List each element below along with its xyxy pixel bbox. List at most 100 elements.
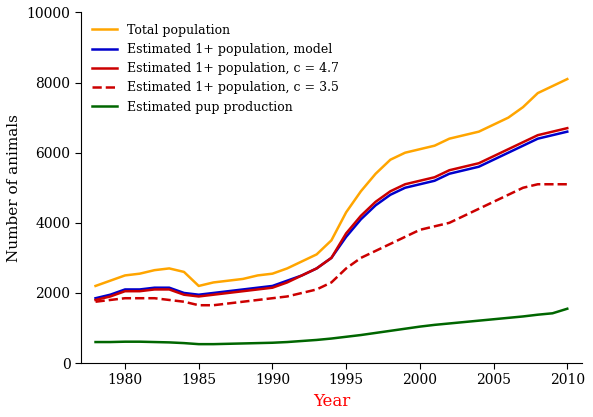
Total population [358, 189, 365, 194]
Estimated 1+ population, c = 3.5 [107, 297, 114, 302]
X-axis label: Year: Year [313, 393, 350, 410]
Estimated pup production [490, 317, 497, 322]
Estimated 1+ population, c = 3.5 [122, 296, 129, 301]
Estimated 1+ population, c = 4.7 [240, 289, 247, 294]
Estimated 1+ population, c = 3.5 [210, 303, 217, 308]
Estimated 1+ population, c = 4.7 [136, 289, 144, 294]
Estimated 1+ population, c = 3.5 [136, 296, 144, 301]
Estimated 1+ population, c = 4.7 [461, 164, 468, 169]
Total population [475, 129, 482, 134]
Total population [269, 271, 276, 276]
Total population [549, 83, 556, 88]
Estimated 1+ population, model [534, 136, 541, 141]
Total population [240, 276, 247, 281]
Total population [446, 136, 453, 141]
Estimated 1+ population, model [446, 171, 453, 176]
Estimated 1+ population, model [431, 178, 438, 183]
Estimated 1+ population, c = 3.5 [195, 303, 202, 308]
Estimated 1+ population, model [107, 292, 114, 297]
Total population [210, 280, 217, 285]
Total population [107, 278, 114, 283]
Estimated 1+ population, c = 4.7 [107, 294, 114, 299]
Estimated 1+ population, model [313, 266, 320, 271]
Estimated 1+ population, model [416, 182, 423, 187]
Estimated 1+ population, c = 4.7 [210, 292, 217, 297]
Estimated 1+ population, c = 4.7 [151, 287, 158, 292]
Total population [372, 171, 379, 176]
Estimated 1+ population, c = 4.7 [122, 289, 129, 294]
Estimated 1+ population, c = 3.5 [240, 299, 247, 304]
Estimated 1+ population, model [225, 289, 232, 294]
Estimated 1+ population, c = 3.5 [534, 182, 541, 187]
Estimated pup production [505, 315, 512, 320]
Total population [195, 284, 202, 289]
Estimated 1+ population, c = 4.7 [416, 178, 423, 183]
Estimated 1+ population, model [387, 192, 394, 197]
Total population [431, 143, 438, 148]
Estimated 1+ population, c = 4.7 [401, 182, 409, 187]
Estimated 1+ population, model [180, 291, 187, 296]
Estimated 1+ population, c = 4.7 [165, 287, 173, 292]
Estimated 1+ population, model [505, 150, 512, 155]
Total population [505, 115, 512, 120]
Estimated 1+ population, model [358, 217, 365, 222]
Estimated pup production [387, 328, 394, 333]
Estimated 1+ population, c = 4.7 [490, 154, 497, 159]
Estimated 1+ population, model [475, 164, 482, 169]
Total population [122, 273, 129, 278]
Estimated pup production [343, 334, 350, 339]
Estimated 1+ population, model [283, 278, 291, 283]
Total population [151, 268, 158, 273]
Estimated 1+ population, c = 3.5 [343, 266, 350, 271]
Estimated 1+ population, model [92, 296, 99, 301]
Estimated pup production [254, 341, 262, 346]
Estimated 1+ population, c = 3.5 [564, 182, 571, 187]
Estimated 1+ population, c = 3.5 [372, 249, 379, 254]
Estimated 1+ population, c = 3.5 [254, 297, 262, 302]
Total population [416, 147, 423, 152]
Estimated 1+ population, c = 3.5 [401, 234, 409, 239]
Estimated 1+ population, model [549, 133, 556, 138]
Total population [92, 284, 99, 289]
Estimated 1+ population, c = 4.7 [225, 291, 232, 296]
Estimated 1+ population, model [122, 287, 129, 292]
Estimated 1+ population, c = 3.5 [416, 227, 423, 232]
Estimated 1+ population, model [240, 287, 247, 292]
Estimated 1+ population, model [564, 129, 571, 134]
Estimated pup production [519, 314, 527, 319]
Total population [254, 273, 262, 278]
Estimated pup production [180, 341, 187, 346]
Line: Estimated 1+ population, c = 3.5: Estimated 1+ population, c = 3.5 [95, 184, 568, 305]
Estimated pup production [461, 319, 468, 324]
Estimated 1+ population, c = 3.5 [490, 199, 497, 204]
Total population [165, 266, 173, 271]
Estimated 1+ population, model [195, 292, 202, 297]
Total population [328, 238, 335, 243]
Estimated pup production [401, 326, 409, 331]
Estimated pup production [549, 311, 556, 316]
Total population [283, 266, 291, 271]
Total population [461, 133, 468, 138]
Estimated pup production [92, 339, 99, 344]
Total population [225, 278, 232, 283]
Estimated pup production [475, 318, 482, 323]
Estimated 1+ population, model [210, 291, 217, 296]
Estimated pup production [416, 324, 423, 329]
Estimated pup production [564, 306, 571, 311]
Estimated 1+ population, model [328, 255, 335, 260]
Estimated 1+ population, c = 3.5 [165, 297, 173, 302]
Legend: Total population, Estimated 1+ population, model, Estimated 1+ population, c = 4: Total population, Estimated 1+ populatio… [87, 19, 344, 119]
Total population [313, 252, 320, 257]
Estimated 1+ population, model [343, 234, 350, 239]
Line: Total population: Total population [95, 79, 568, 286]
Estimated pup production [107, 339, 114, 344]
Estimated 1+ population, model [298, 273, 305, 278]
Estimated 1+ population, c = 3.5 [151, 296, 158, 301]
Estimated 1+ population, c = 3.5 [475, 206, 482, 211]
Estimated 1+ population, c = 3.5 [519, 185, 527, 190]
Estimated 1+ population, c = 4.7 [358, 214, 365, 219]
Estimated 1+ population, c = 3.5 [269, 296, 276, 301]
Estimated 1+ population, c = 3.5 [225, 301, 232, 306]
Total population [519, 105, 527, 110]
Total population [343, 210, 350, 215]
